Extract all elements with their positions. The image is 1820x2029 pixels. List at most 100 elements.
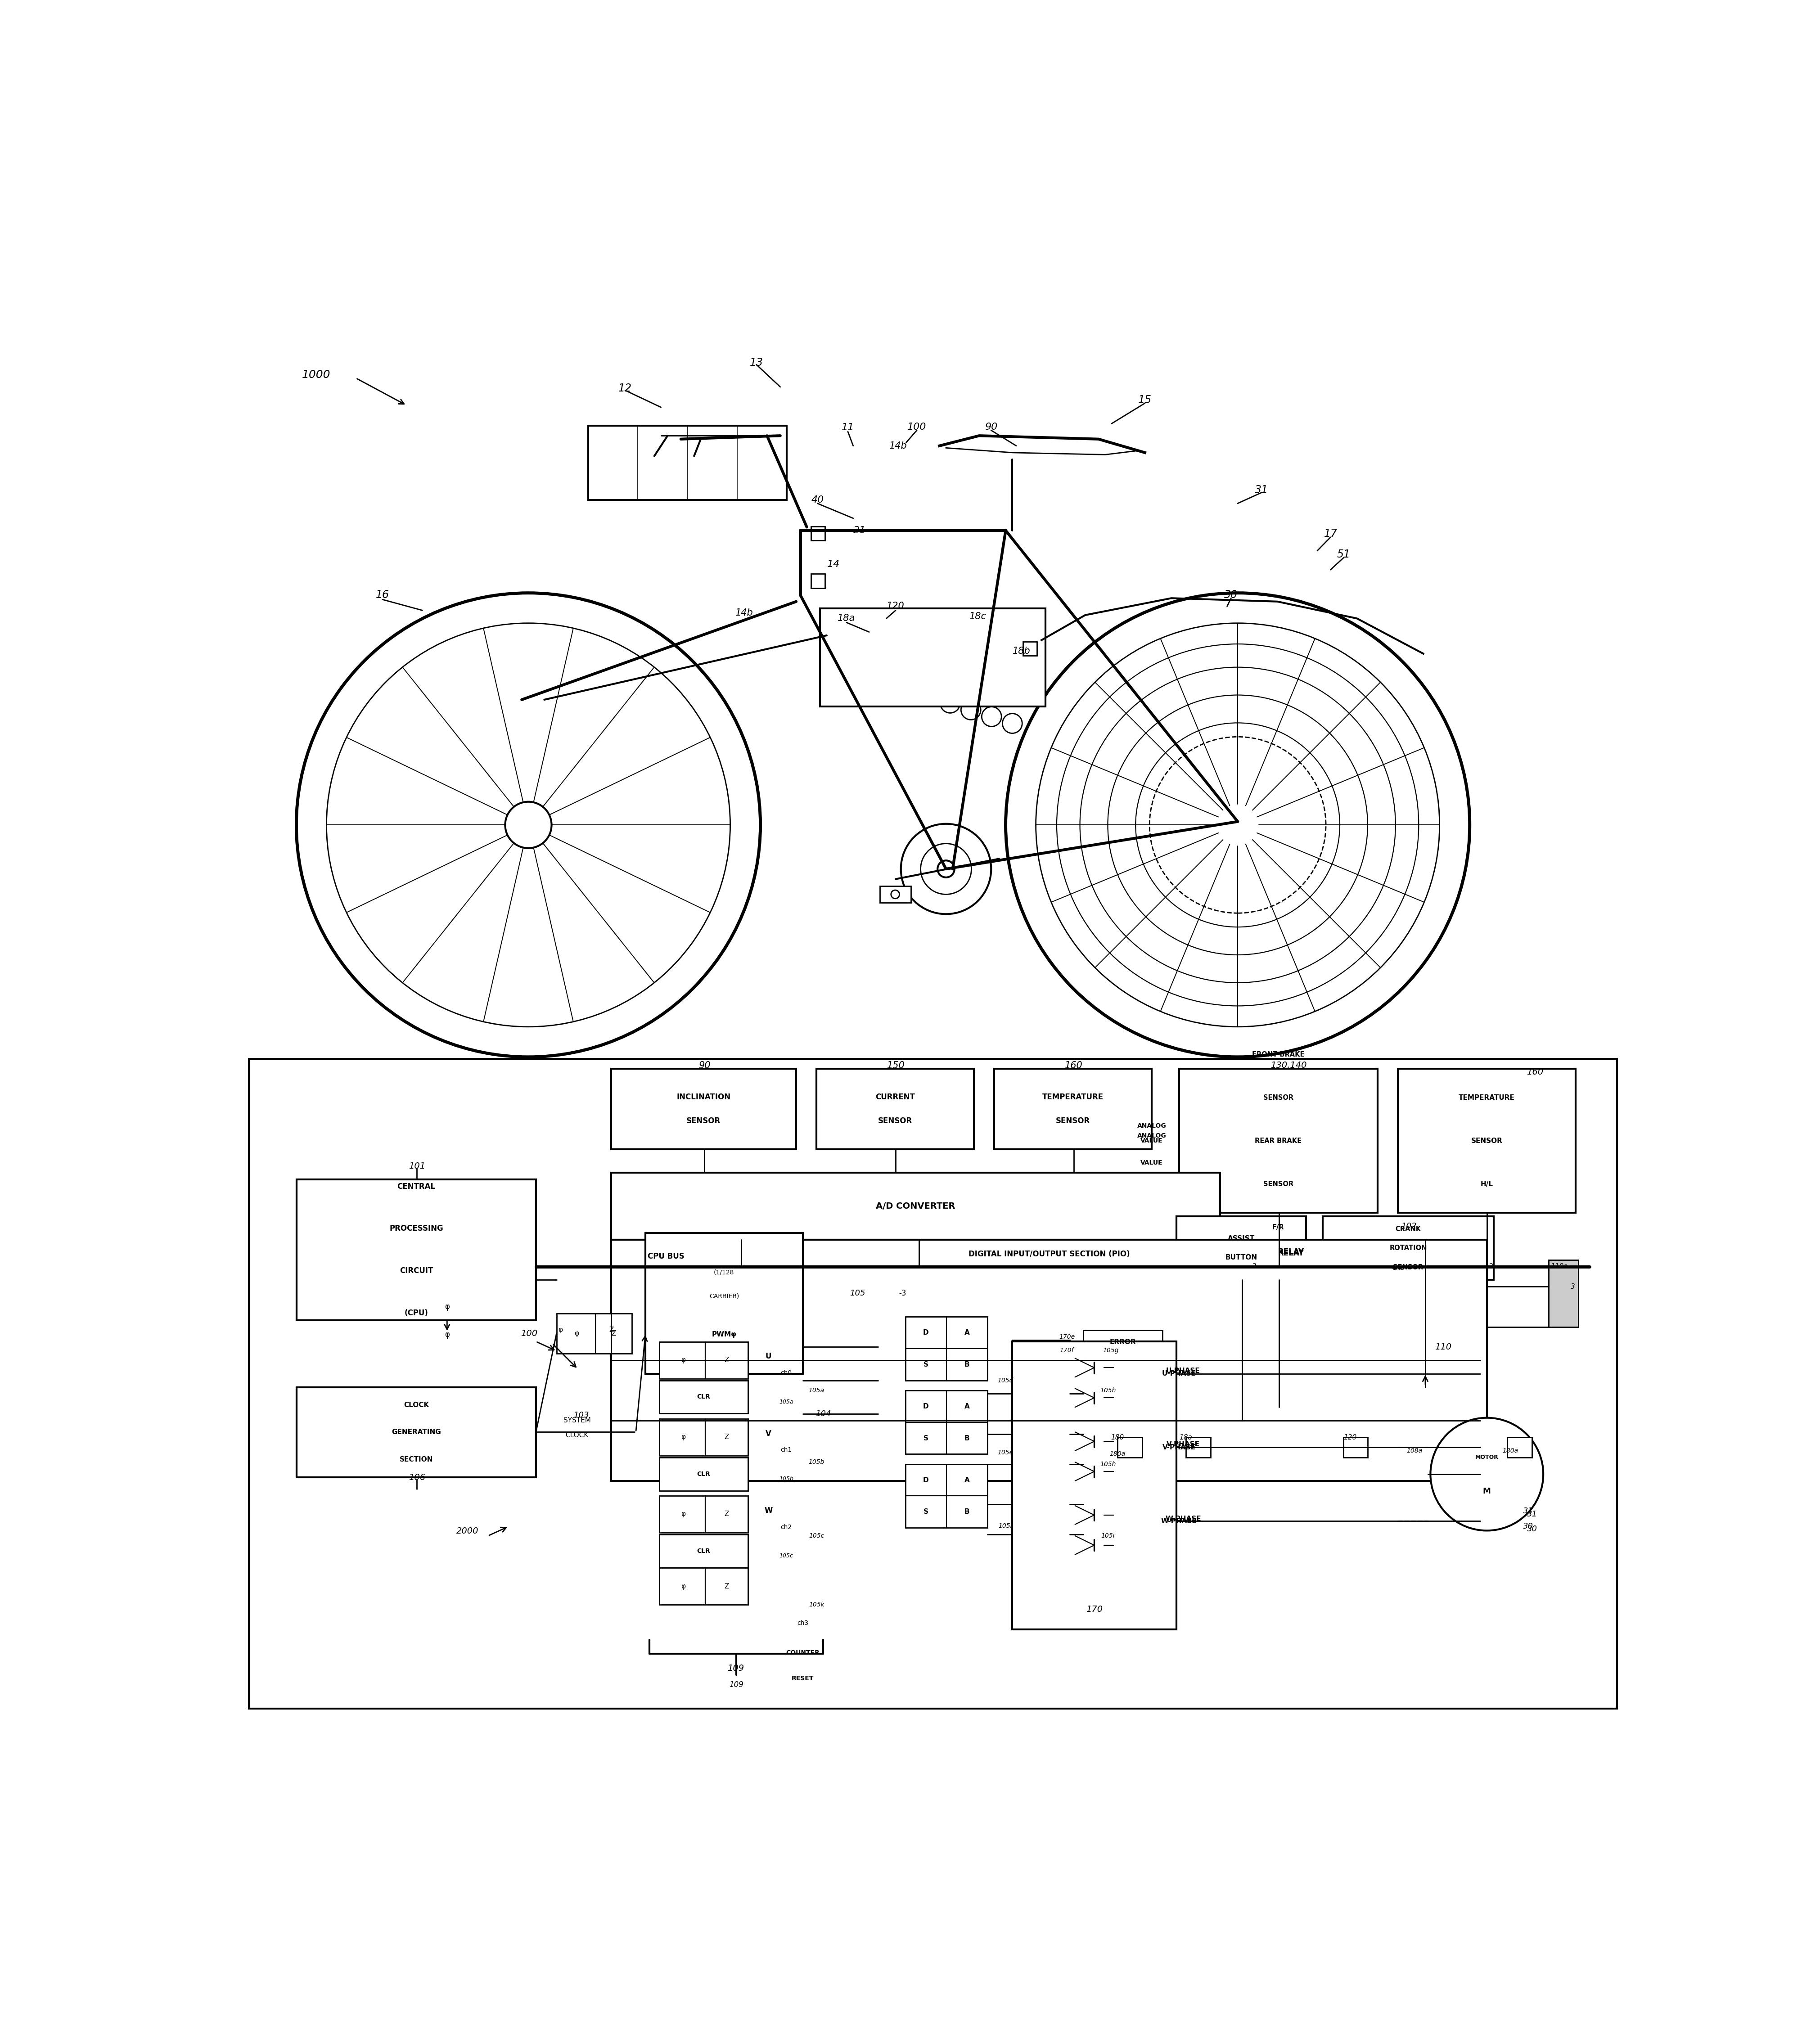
Bar bbox=[612, 1069, 795, 1148]
Text: 105b: 105b bbox=[808, 1459, 824, 1465]
Bar bbox=[817, 1069, 974, 1148]
Circle shape bbox=[1218, 803, 1259, 846]
Text: Z: Z bbox=[724, 1583, 730, 1591]
Text: A/D CONVERTER: A/D CONVERTER bbox=[875, 1201, 956, 1211]
Text: CPU BUS: CPU BUS bbox=[648, 1252, 684, 1260]
Text: 14b: 14b bbox=[890, 442, 906, 450]
Text: 100: 100 bbox=[521, 1329, 537, 1337]
Bar bbox=[297, 1179, 535, 1321]
Text: 104: 104 bbox=[815, 1410, 832, 1418]
Text: D: D bbox=[923, 1402, 928, 1410]
Circle shape bbox=[506, 801, 551, 848]
Bar bbox=[1343, 1437, 1369, 1457]
Text: CENTRAL: CENTRAL bbox=[397, 1183, 435, 1191]
Text: 31: 31 bbox=[1527, 1510, 1538, 1518]
Text: VALUE: VALUE bbox=[1141, 1138, 1163, 1144]
Text: 18c: 18c bbox=[970, 613, 986, 621]
Bar bbox=[1187, 1437, 1210, 1457]
Text: SENSOR: SENSOR bbox=[1056, 1118, 1090, 1126]
Text: SECTION: SECTION bbox=[400, 1457, 433, 1463]
Text: ANALOG: ANALOG bbox=[1138, 1122, 1167, 1128]
Text: CRANK: CRANK bbox=[1396, 1226, 1421, 1232]
Circle shape bbox=[899, 680, 919, 700]
Circle shape bbox=[901, 824, 992, 915]
Text: (CPU): (CPU) bbox=[404, 1309, 428, 1317]
Text: 103: 103 bbox=[573, 1412, 590, 1418]
Text: ASSIST: ASSIST bbox=[1228, 1236, 1254, 1242]
Bar bbox=[659, 1418, 748, 1455]
Bar bbox=[1012, 1374, 1070, 1400]
Circle shape bbox=[1036, 623, 1440, 1027]
Text: V-PHASE: V-PHASE bbox=[1163, 1445, 1196, 1451]
Text: φ: φ bbox=[559, 1327, 562, 1333]
Text: 30: 30 bbox=[1523, 1522, 1532, 1530]
Bar bbox=[1012, 1447, 1070, 1475]
Text: 105d: 105d bbox=[997, 1378, 1014, 1384]
Text: 109: 109 bbox=[728, 1664, 744, 1672]
Circle shape bbox=[961, 700, 981, 720]
Text: SYSTEM: SYSTEM bbox=[564, 1416, 592, 1424]
Text: 2000: 2000 bbox=[457, 1528, 479, 1536]
Bar bbox=[1012, 1341, 1070, 1368]
Text: CURRENT: CURRENT bbox=[875, 1094, 915, 1102]
Text: W-PHASE: W-PHASE bbox=[1161, 1518, 1198, 1524]
Text: 30: 30 bbox=[1225, 588, 1238, 601]
Text: SENSOR: SENSOR bbox=[1263, 1094, 1294, 1102]
Circle shape bbox=[297, 592, 761, 1057]
Text: FRONT BRAKE: FRONT BRAKE bbox=[1252, 1051, 1305, 1057]
Bar bbox=[1012, 1518, 1070, 1544]
Text: SENSOR: SENSOR bbox=[686, 1118, 721, 1126]
Text: PWMφ: PWMφ bbox=[712, 1331, 737, 1337]
Text: 17: 17 bbox=[1323, 528, 1338, 540]
Text: 105i: 105i bbox=[999, 1522, 1012, 1530]
Text: ch2: ch2 bbox=[781, 1524, 792, 1530]
Bar bbox=[588, 426, 786, 499]
Circle shape bbox=[937, 860, 954, 877]
Text: CARRIER): CARRIER) bbox=[710, 1292, 739, 1299]
Text: SENSOR: SENSOR bbox=[877, 1118, 912, 1126]
Text: TEMPERATURE: TEMPERATURE bbox=[1460, 1094, 1514, 1102]
Text: 90: 90 bbox=[699, 1061, 710, 1069]
Circle shape bbox=[1079, 668, 1396, 982]
Text: F/R: F/R bbox=[1272, 1223, 1285, 1232]
Text: 2: 2 bbox=[1252, 1264, 1256, 1270]
Text: CLOCK: CLOCK bbox=[566, 1432, 588, 1439]
Text: S: S bbox=[923, 1435, 928, 1441]
Bar bbox=[1023, 641, 1037, 655]
Text: 120: 120 bbox=[886, 603, 905, 611]
Bar bbox=[905, 1317, 988, 1380]
Text: 105c: 105c bbox=[808, 1532, 824, 1538]
Text: SENSOR: SENSOR bbox=[1392, 1264, 1423, 1270]
Text: SENSOR: SENSOR bbox=[1471, 1138, 1503, 1144]
Text: 18b: 18b bbox=[1012, 647, 1030, 655]
Text: U: U bbox=[766, 1353, 772, 1361]
Bar bbox=[810, 526, 824, 540]
Text: φ: φ bbox=[575, 1331, 579, 1337]
Text: 14b: 14b bbox=[735, 609, 753, 617]
Text: 160: 160 bbox=[1527, 1067, 1543, 1077]
Text: 105g: 105g bbox=[1103, 1347, 1119, 1353]
Text: 101: 101 bbox=[409, 1163, 426, 1171]
Text: 108a: 108a bbox=[1407, 1447, 1421, 1455]
Bar bbox=[1012, 1370, 1070, 1398]
Text: 1000: 1000 bbox=[302, 369, 331, 379]
Bar bbox=[1012, 1416, 1070, 1445]
Text: 3: 3 bbox=[1571, 1282, 1576, 1290]
Text: B: B bbox=[965, 1435, 970, 1441]
Text: Z: Z bbox=[724, 1357, 730, 1363]
Text: ANALOG: ANALOG bbox=[1138, 1132, 1167, 1138]
Text: W-PHASE: W-PHASE bbox=[1165, 1516, 1201, 1522]
Text: TEMPERATURE: TEMPERATURE bbox=[1043, 1094, 1103, 1102]
Text: 109: 109 bbox=[730, 1680, 744, 1688]
Text: 105k: 105k bbox=[808, 1601, 824, 1607]
Circle shape bbox=[981, 706, 1001, 726]
Bar bbox=[1323, 1215, 1494, 1280]
Text: 105e: 105e bbox=[997, 1449, 1014, 1457]
Text: ERROR: ERROR bbox=[1110, 1339, 1136, 1345]
Text: CLR: CLR bbox=[697, 1471, 710, 1477]
Text: 14: 14 bbox=[826, 560, 839, 568]
Text: 110a: 110a bbox=[1551, 1264, 1569, 1270]
Text: S: S bbox=[923, 1508, 928, 1516]
Text: V-PHASE: V-PHASE bbox=[1167, 1441, 1199, 1447]
Bar bbox=[1176, 1215, 1307, 1280]
